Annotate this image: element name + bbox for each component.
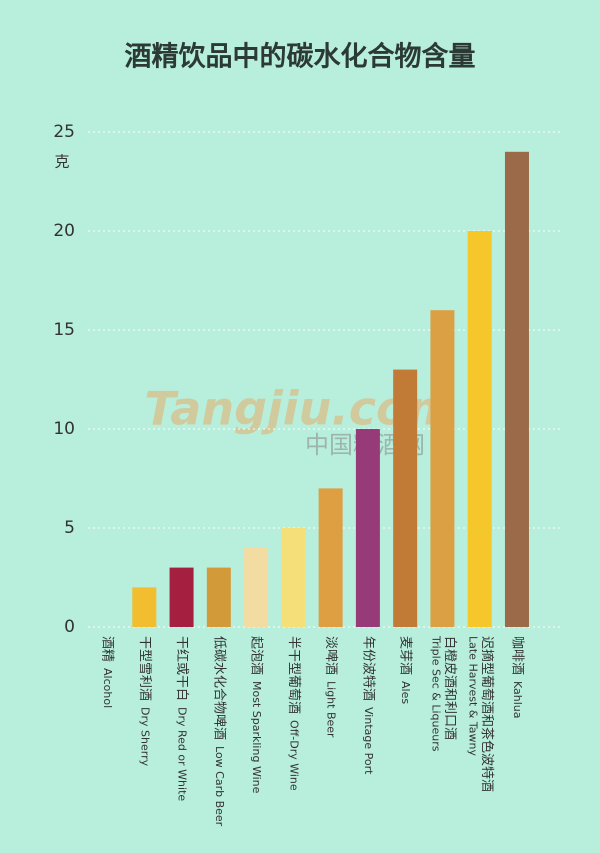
x-tick-label: 半干型葡萄酒 [286,636,301,714]
x-tick-label: Most Sparkling Wine [250,681,263,794]
x-tick-label-group: 淡啤酒 Light Beer [323,636,338,738]
x-tick-label: Late Harvest & Tawny [467,636,480,756]
bar [206,567,231,627]
bar [355,429,380,627]
x-tick-label: 起泡酒 [249,636,264,675]
x-tick-label: Dry Red or White [176,707,189,801]
x-tick-label: 淡啤酒 [323,636,338,675]
x-tick-label: 迟摘型葡萄酒和茶色波特酒 [479,636,495,792]
x-tick-label: 咖啡酒 [509,636,524,675]
bar [169,567,194,627]
x-tick-label-group: 起泡酒 Most Sparkling Wine [249,636,264,794]
x-tick-label: 干红或干白 [174,636,190,701]
x-tick-label: Off-Dry Wine [287,720,300,791]
y-tick-label: 0 [64,617,75,637]
x-tick-label-group: 低碳水化合物啤酒 Low Carb Beer [211,636,226,827]
y-axis-label: 克 [54,153,69,171]
x-tick-label: Kahlua [511,681,524,719]
bar [318,488,343,627]
x-tick-label-group: 干红或干白 Dry Red or White [174,636,190,801]
x-tick-label: 白橙皮酒和利口酒 [442,636,458,740]
chart-title: 酒精饮品中的碳水化合物含量 [125,41,476,73]
x-tick-label: 低碳水化合物啤酒 [211,636,226,740]
x-tick-label: Ales [399,681,412,704]
bar [132,587,157,627]
bar [504,151,529,628]
bar [281,528,306,627]
y-tick-label: 10 [53,419,75,439]
bar [393,369,418,627]
x-tick-label: Triple Sec & Liqueurs [429,635,442,752]
bar [244,547,269,627]
x-tick-label: Vintage Port [362,707,375,775]
x-tick-label-group: 咖啡酒 Kahlua [509,636,524,719]
x-tick-label: Light Beer [325,681,338,738]
y-tick-label: 15 [53,320,75,340]
bar [467,231,492,627]
x-tick-label: 年份波特酒 [360,636,375,701]
x-tick-label-group: 半干型葡萄酒 Off-Dry Wine [286,636,301,791]
x-tick-label: 麦芽酒 [398,636,413,675]
x-tick-label: Alcohol [101,668,114,708]
y-tick-label: 20 [53,221,75,241]
x-tick-label-group: 麦芽酒 Ales [398,636,413,704]
x-tick-label-group: 酒精 Alcohol [100,636,115,708]
y-tick-label: 25 [53,122,75,142]
x-tick-label-group: 年份波特酒 Vintage Port [360,636,375,775]
x-tick-label: Dry Sherry [138,707,151,767]
x-tick-label: Low Carb Beer [213,746,226,827]
x-tick-label-group: 干型雪利酒 Dry Sherry [137,636,152,767]
bar [430,310,455,627]
y-tick-label: 5 [64,518,75,538]
x-tick-label: 酒精 [100,636,115,662]
x-tick-label: 干型雪利酒 [137,636,152,701]
